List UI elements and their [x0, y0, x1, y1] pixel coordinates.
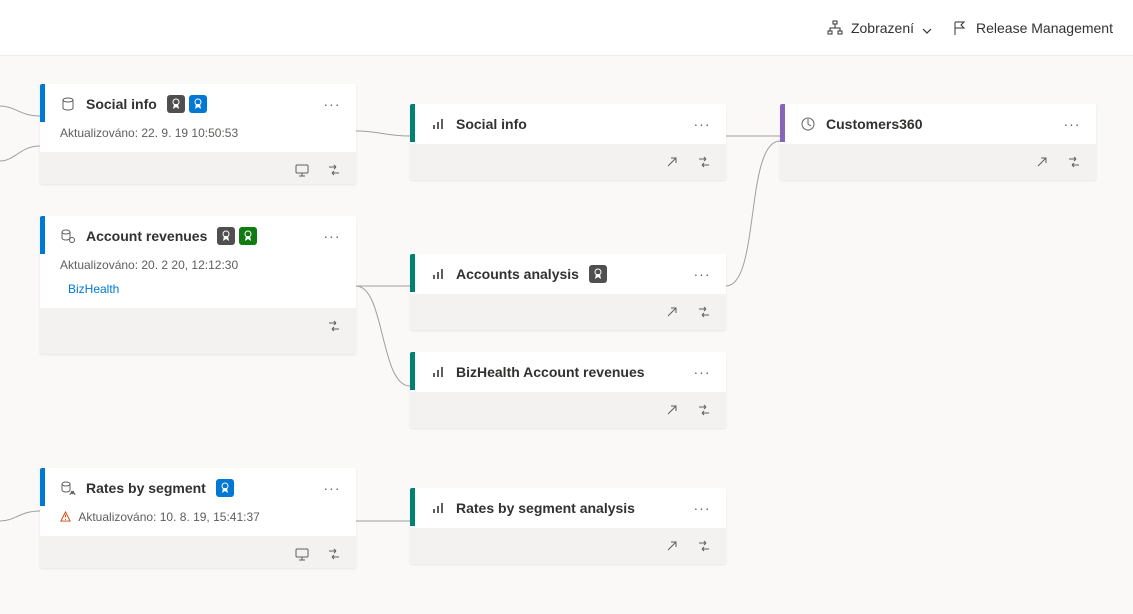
report-icon: [430, 500, 446, 516]
card-more-button[interactable]: ···: [1060, 112, 1084, 136]
updated-text: Aktualizováno: 22. 9. 19 10:50:53: [60, 126, 336, 140]
card-accent: [410, 352, 415, 390]
open-icon[interactable]: [1032, 152, 1052, 172]
app-icon: [800, 116, 816, 132]
card-accent: [410, 254, 415, 292]
card-accent: [40, 84, 45, 122]
open-icon[interactable]: [662, 152, 682, 172]
open-icon[interactable]: [662, 400, 682, 420]
card-more-button[interactable]: ···: [690, 112, 714, 136]
chevron-down-icon: [922, 23, 932, 33]
datasource-icon[interactable]: [292, 544, 312, 564]
card-rates-src[interactable]: Rates by segment ··· Aktualizováno: 10. …: [40, 468, 356, 568]
datasource-icon[interactable]: [292, 160, 312, 180]
release-management-button[interactable]: Release Management: [952, 20, 1113, 36]
card-more-button[interactable]: ···: [320, 476, 344, 500]
report-icon: [430, 364, 446, 380]
updated-text: Aktualizováno: 10. 8. 19, 15:41:37: [60, 510, 336, 524]
report-icon: [430, 116, 446, 132]
card-accent: [780, 104, 785, 142]
view-dropdown[interactable]: Zobrazení: [827, 20, 932, 36]
card-more-button[interactable]: ···: [690, 262, 714, 286]
card-more-button[interactable]: ···: [320, 224, 344, 248]
related-icon[interactable]: [324, 160, 344, 180]
warning-icon: [60, 510, 74, 524]
card-more-button[interactable]: ···: [320, 92, 344, 116]
card-accent: [40, 216, 45, 254]
flag-icon: [952, 20, 968, 36]
updated-text: Aktualizováno: 20. 2 20, 12:12:30: [60, 258, 336, 272]
open-icon[interactable]: [662, 536, 682, 556]
related-icon[interactable]: [694, 302, 714, 322]
related-icon[interactable]: [1064, 152, 1084, 172]
related-icon[interactable]: [324, 316, 344, 336]
card-title: Accounts analysis: [456, 266, 579, 282]
card-social-report[interactable]: Social info ···: [410, 104, 726, 180]
badge-certified-icon: [589, 265, 607, 283]
card-bizhealth-report[interactable]: BizHealth Account revenues ···: [410, 352, 726, 428]
dataflow-icon: [60, 228, 76, 244]
workspace-link[interactable]: BizHealth: [68, 282, 119, 296]
card-title: Customers360: [826, 116, 923, 132]
card-accounts-src[interactable]: Account revenues ··· Aktualizováno: 20. …: [40, 216, 356, 354]
report-icon: [430, 266, 446, 282]
related-icon[interactable]: [324, 544, 344, 564]
card-accent: [40, 468, 45, 506]
card-accounts-report[interactable]: Accounts analysis ···: [410, 254, 726, 330]
badge-certified-icon: [167, 95, 185, 113]
related-icon[interactable]: [694, 400, 714, 420]
card-title: Rates by segment: [86, 480, 206, 496]
view-label: Zobrazení: [851, 20, 914, 36]
related-icon[interactable]: [694, 152, 714, 172]
dataset-icon: [60, 96, 76, 112]
card-title: Account revenues: [86, 228, 207, 244]
lineage-canvas: Social info ··· Aktualizováno: 22. 9. 19…: [0, 56, 1133, 614]
badge-endorsed-icon: [239, 227, 257, 245]
card-accent: [410, 488, 415, 526]
card-rates-report[interactable]: Rates by segment analysis ···: [410, 488, 726, 564]
card-more-button[interactable]: ···: [690, 360, 714, 384]
badge-promoted-icon: [189, 95, 207, 113]
release-label: Release Management: [976, 20, 1113, 36]
related-icon[interactable]: [694, 536, 714, 556]
card-more-button[interactable]: ···: [690, 496, 714, 520]
lineage-view-icon: [827, 20, 843, 36]
card-title: Rates by segment analysis: [456, 500, 635, 516]
card-accent: [410, 104, 415, 142]
card-title: Social info: [86, 96, 157, 112]
card-title: BizHealth Account revenues: [456, 364, 645, 380]
open-icon[interactable]: [662, 302, 682, 322]
badge-certified-icon: [217, 227, 235, 245]
card-title: Social info: [456, 116, 527, 132]
dataset-shared-icon: [60, 480, 76, 496]
badge-promoted-icon: [216, 479, 234, 497]
toolbar: Zobrazení Release Management: [0, 0, 1133, 56]
card-social-src[interactable]: Social info ··· Aktualizováno: 22. 9. 19…: [40, 84, 356, 184]
card-customers-app[interactable]: Customers360 ···: [780, 104, 1096, 180]
